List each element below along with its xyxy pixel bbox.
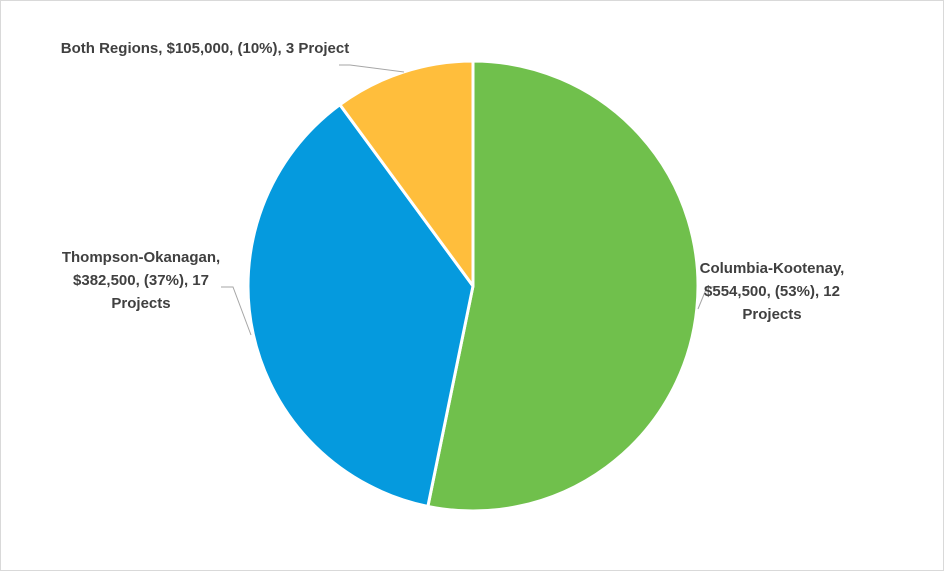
leader-line-columbia-kootenay bbox=[697, 286, 714, 310]
data-label-line: $382,500, (37%), 17 bbox=[73, 272, 209, 289]
leader-line-thompson-okanagan bbox=[221, 286, 252, 336]
data-label-line: $554,500, (53%), 12 bbox=[704, 283, 840, 300]
data-label-line: Columbia-Kootenay, bbox=[700, 260, 845, 277]
pie-slice-columbia-kootenay bbox=[426, 59, 700, 513]
leader-line-both-regions bbox=[339, 64, 405, 73]
data-label-line: Projects bbox=[742, 306, 801, 323]
pie-slice-thompson-okanagan bbox=[246, 103, 475, 508]
data-label-thompson-okanagan: Thompson-Okanagan, $382,500, (37%), 17 Pro… bbox=[62, 249, 220, 312]
data-label-both-regions: Both Regions, $105,000, (10%), 3 Project bbox=[61, 40, 349, 57]
data-label-columbia-kootenay: Columbia-Kootenay, $554,500, (53%), 12 Pro… bbox=[700, 260, 845, 323]
data-label-line: Both Regions, $105,000, (10%), 3 Project bbox=[61, 40, 349, 57]
data-label-line: Thompson-Okanagan, bbox=[62, 249, 220, 266]
data-label-line: Projects bbox=[111, 295, 170, 312]
